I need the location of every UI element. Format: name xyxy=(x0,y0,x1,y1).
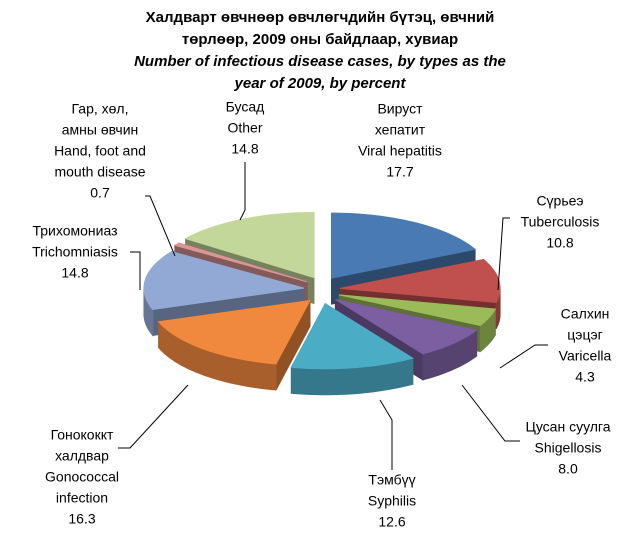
value-label: 12.6 xyxy=(378,514,405,530)
value-label: 4.3 xyxy=(575,369,595,385)
slice-top xyxy=(290,303,414,370)
slice-top xyxy=(338,294,497,326)
value-label: 8.0 xyxy=(558,461,578,477)
value-label: 14.8 xyxy=(61,265,88,281)
category-label: Бусад xyxy=(226,99,265,115)
category-label: Тэмбүү xyxy=(368,472,415,488)
category-label: infection xyxy=(56,490,108,506)
category-label: Other xyxy=(227,120,262,136)
category-label: Салхин xyxy=(561,306,610,322)
category-label: Shigellosis xyxy=(535,440,602,456)
leader-line xyxy=(379,399,393,470)
category-label: Varicella xyxy=(559,348,612,364)
category-label: Hand, foot and xyxy=(54,143,146,159)
slice-top xyxy=(173,242,308,283)
category-label: Вируст xyxy=(377,101,423,117)
value-label: 17.7 xyxy=(386,164,413,180)
category-label: халдвар xyxy=(55,448,109,464)
chart-subtitle: year of 2009, by percent xyxy=(234,75,407,92)
category-label: Tuberculosis xyxy=(521,214,600,230)
category-label: Syphilis xyxy=(368,493,416,509)
leader-line xyxy=(239,162,246,221)
pie-slice xyxy=(290,302,414,396)
category-label: Viral hepatitis xyxy=(358,143,442,159)
value-label: 16.3 xyxy=(68,511,95,527)
category-label: Trichomniasis xyxy=(32,244,118,260)
leader-line xyxy=(130,251,141,290)
category-label: цэцэг xyxy=(567,327,602,343)
slice-top xyxy=(157,299,311,365)
leader-line xyxy=(145,195,176,257)
slice-top xyxy=(335,298,478,355)
pie-slice xyxy=(157,299,311,391)
leader-line xyxy=(118,384,189,449)
category-label: Цусан суулга xyxy=(525,419,610,435)
value-label: 0.7 xyxy=(90,185,110,201)
category-label: Gonococcal xyxy=(45,469,119,485)
category-label: хепатит xyxy=(375,122,426,138)
slice-top xyxy=(184,211,315,279)
chart-title: Халдварт өвчнөөр өвчлөгчдийн бүтэц, өвчн… xyxy=(146,9,495,26)
value-label: 10.8 xyxy=(546,235,573,251)
leader-line xyxy=(497,217,510,291)
slice-top xyxy=(143,251,305,310)
category-label: Гар, хөл, xyxy=(72,101,129,117)
chart-title: төрлөөр, 2009 оны байдлаар, хувиар xyxy=(182,31,458,48)
slice-top xyxy=(331,212,477,279)
leader-line xyxy=(461,384,520,442)
category-label: Трихомониаз xyxy=(32,223,117,239)
category-label: Гонококкт xyxy=(51,427,114,443)
category-label: mouth disease xyxy=(54,164,145,180)
category-label: амны өвчин xyxy=(62,122,139,138)
value-label: 14.8 xyxy=(231,141,258,157)
chart-subtitle: Number of infectious disease cases, by t… xyxy=(134,53,506,70)
category-label: Сүрьеэ xyxy=(536,193,583,209)
leader-line xyxy=(499,344,548,369)
